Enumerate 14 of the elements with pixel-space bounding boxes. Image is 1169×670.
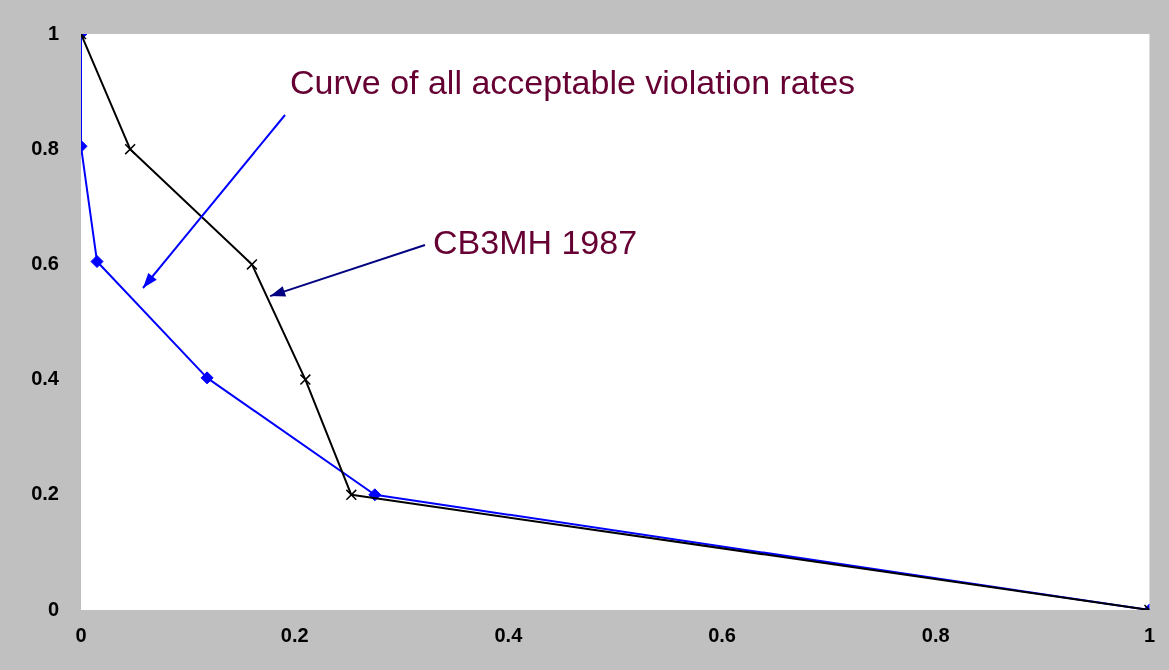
y-tick-label: 0.6 — [31, 251, 59, 274]
annotation: CB3MH 1987 — [433, 223, 638, 262]
x-tick-label: 0.2 — [280, 623, 309, 646]
y-tick-label: 0.8 — [31, 136, 59, 159]
y-tick-label: 0.2 — [31, 482, 59, 505]
y-tick-label: 0 — [47, 597, 59, 620]
x-tick-label: 0 — [75, 623, 87, 646]
y-tick-label: 1 — [47, 21, 59, 44]
x-tick-label: 0.6 — [708, 623, 736, 646]
x-tick-label: 0.4 — [494, 623, 524, 646]
annotation: Curve of all acceptable violation rates — [290, 63, 856, 102]
x-tick-label: 1 — [1143, 623, 1155, 646]
y-tick-label: 0.4 — [31, 367, 60, 390]
x-tick-label: 0.8 — [921, 623, 950, 646]
